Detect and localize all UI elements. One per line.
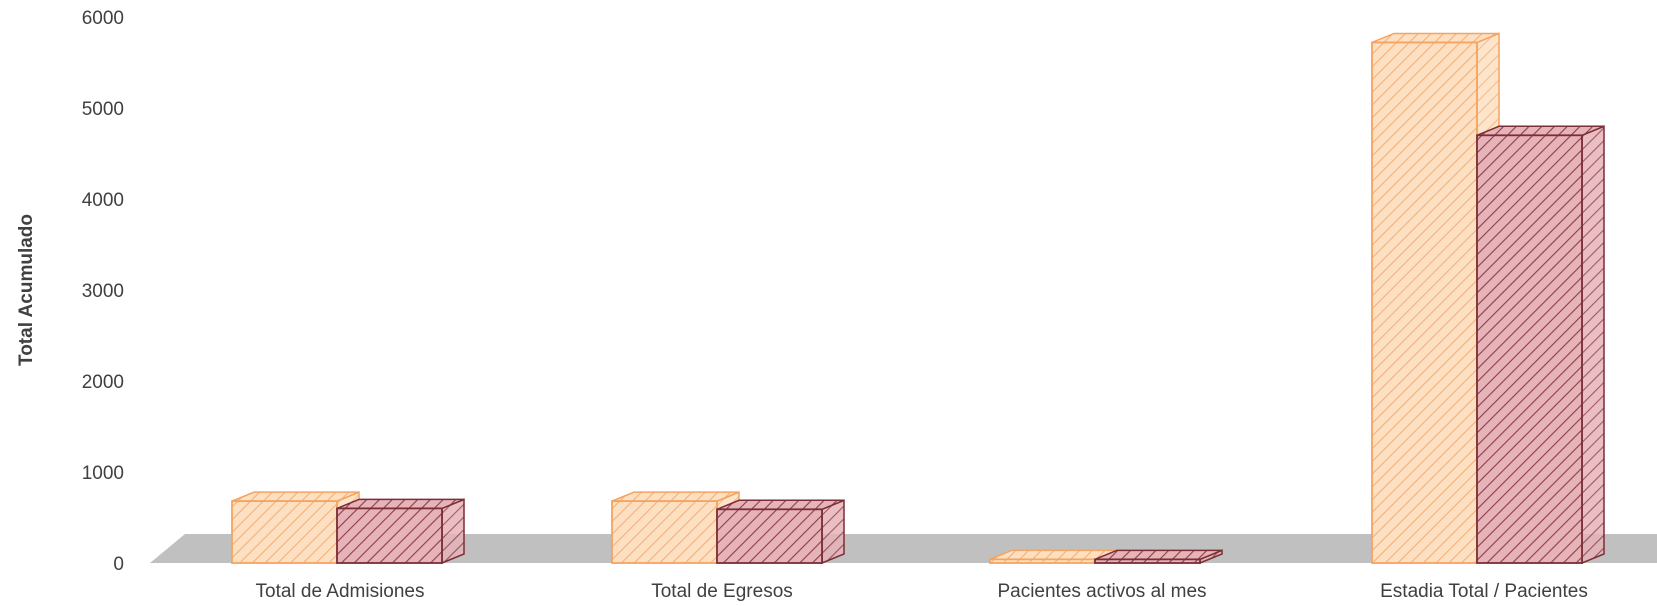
bar-front-face [336, 507, 443, 564]
y-tick-label: 6000 [82, 8, 124, 29]
bars [231, 32, 1605, 565]
category-label: Estadia Total / Pacientes [1380, 581, 1588, 602]
y-tick-label: 5000 [82, 99, 124, 120]
bar-2-3 [1094, 549, 1223, 565]
y-tick-label: 2000 [82, 372, 124, 393]
bar-top-face [1094, 549, 1223, 561]
bar-front-face [989, 558, 1096, 564]
y-tick-label: 0 [113, 554, 124, 575]
y-axis-title: Total Acumulado [16, 214, 37, 366]
bar-front-face [1476, 134, 1583, 564]
y-tick-label: 1000 [82, 463, 124, 484]
bar-2-2 [716, 499, 845, 565]
bar-front-face [1371, 41, 1478, 564]
bar-top-face [231, 491, 360, 502]
bar-front-face [611, 500, 718, 564]
y-tick-label: 3000 [82, 281, 124, 302]
bar-2-4 [1476, 125, 1605, 565]
bar-top-face [716, 499, 845, 511]
x-axis-categories: Total de Admisiones Total de Egresos Pacie… [256, 581, 1588, 602]
bar-2-1 [336, 498, 465, 565]
chart-floor [150, 534, 1657, 563]
bar-top-face [1476, 125, 1605, 137]
category-label: Pacientes activos al mes [997, 581, 1206, 602]
bar-top-face [611, 491, 740, 502]
bar-side-face [821, 499, 845, 565]
y-tick-label: 4000 [82, 190, 124, 211]
category-label: Total de Admisiones [256, 581, 425, 602]
bar-top-face [1371, 32, 1500, 44]
bar-top-face [336, 498, 465, 510]
bar-front-face [716, 508, 823, 564]
bar-side-face [441, 498, 465, 565]
bar-front-face [231, 500, 338, 564]
y-axis-ticks: 0 1000 2000 3000 4000 5000 6000 [82, 8, 124, 575]
category-label: Total de Egresos [651, 581, 793, 602]
bar-front-face [1094, 558, 1201, 564]
bar-side-face [1581, 125, 1605, 565]
